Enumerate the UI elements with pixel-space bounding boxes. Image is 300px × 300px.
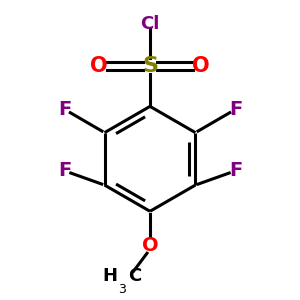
Text: F: F [229, 100, 242, 119]
Text: F: F [58, 161, 71, 180]
Text: Cl: Cl [140, 15, 160, 33]
Text: H: H [102, 267, 117, 285]
Text: 3: 3 [118, 283, 125, 296]
Text: F: F [58, 100, 71, 119]
Text: F: F [229, 161, 242, 180]
Text: O: O [142, 236, 158, 255]
Text: S: S [142, 56, 158, 76]
Text: O: O [90, 56, 108, 76]
Text: O: O [192, 56, 210, 76]
Text: C: C [128, 267, 142, 285]
